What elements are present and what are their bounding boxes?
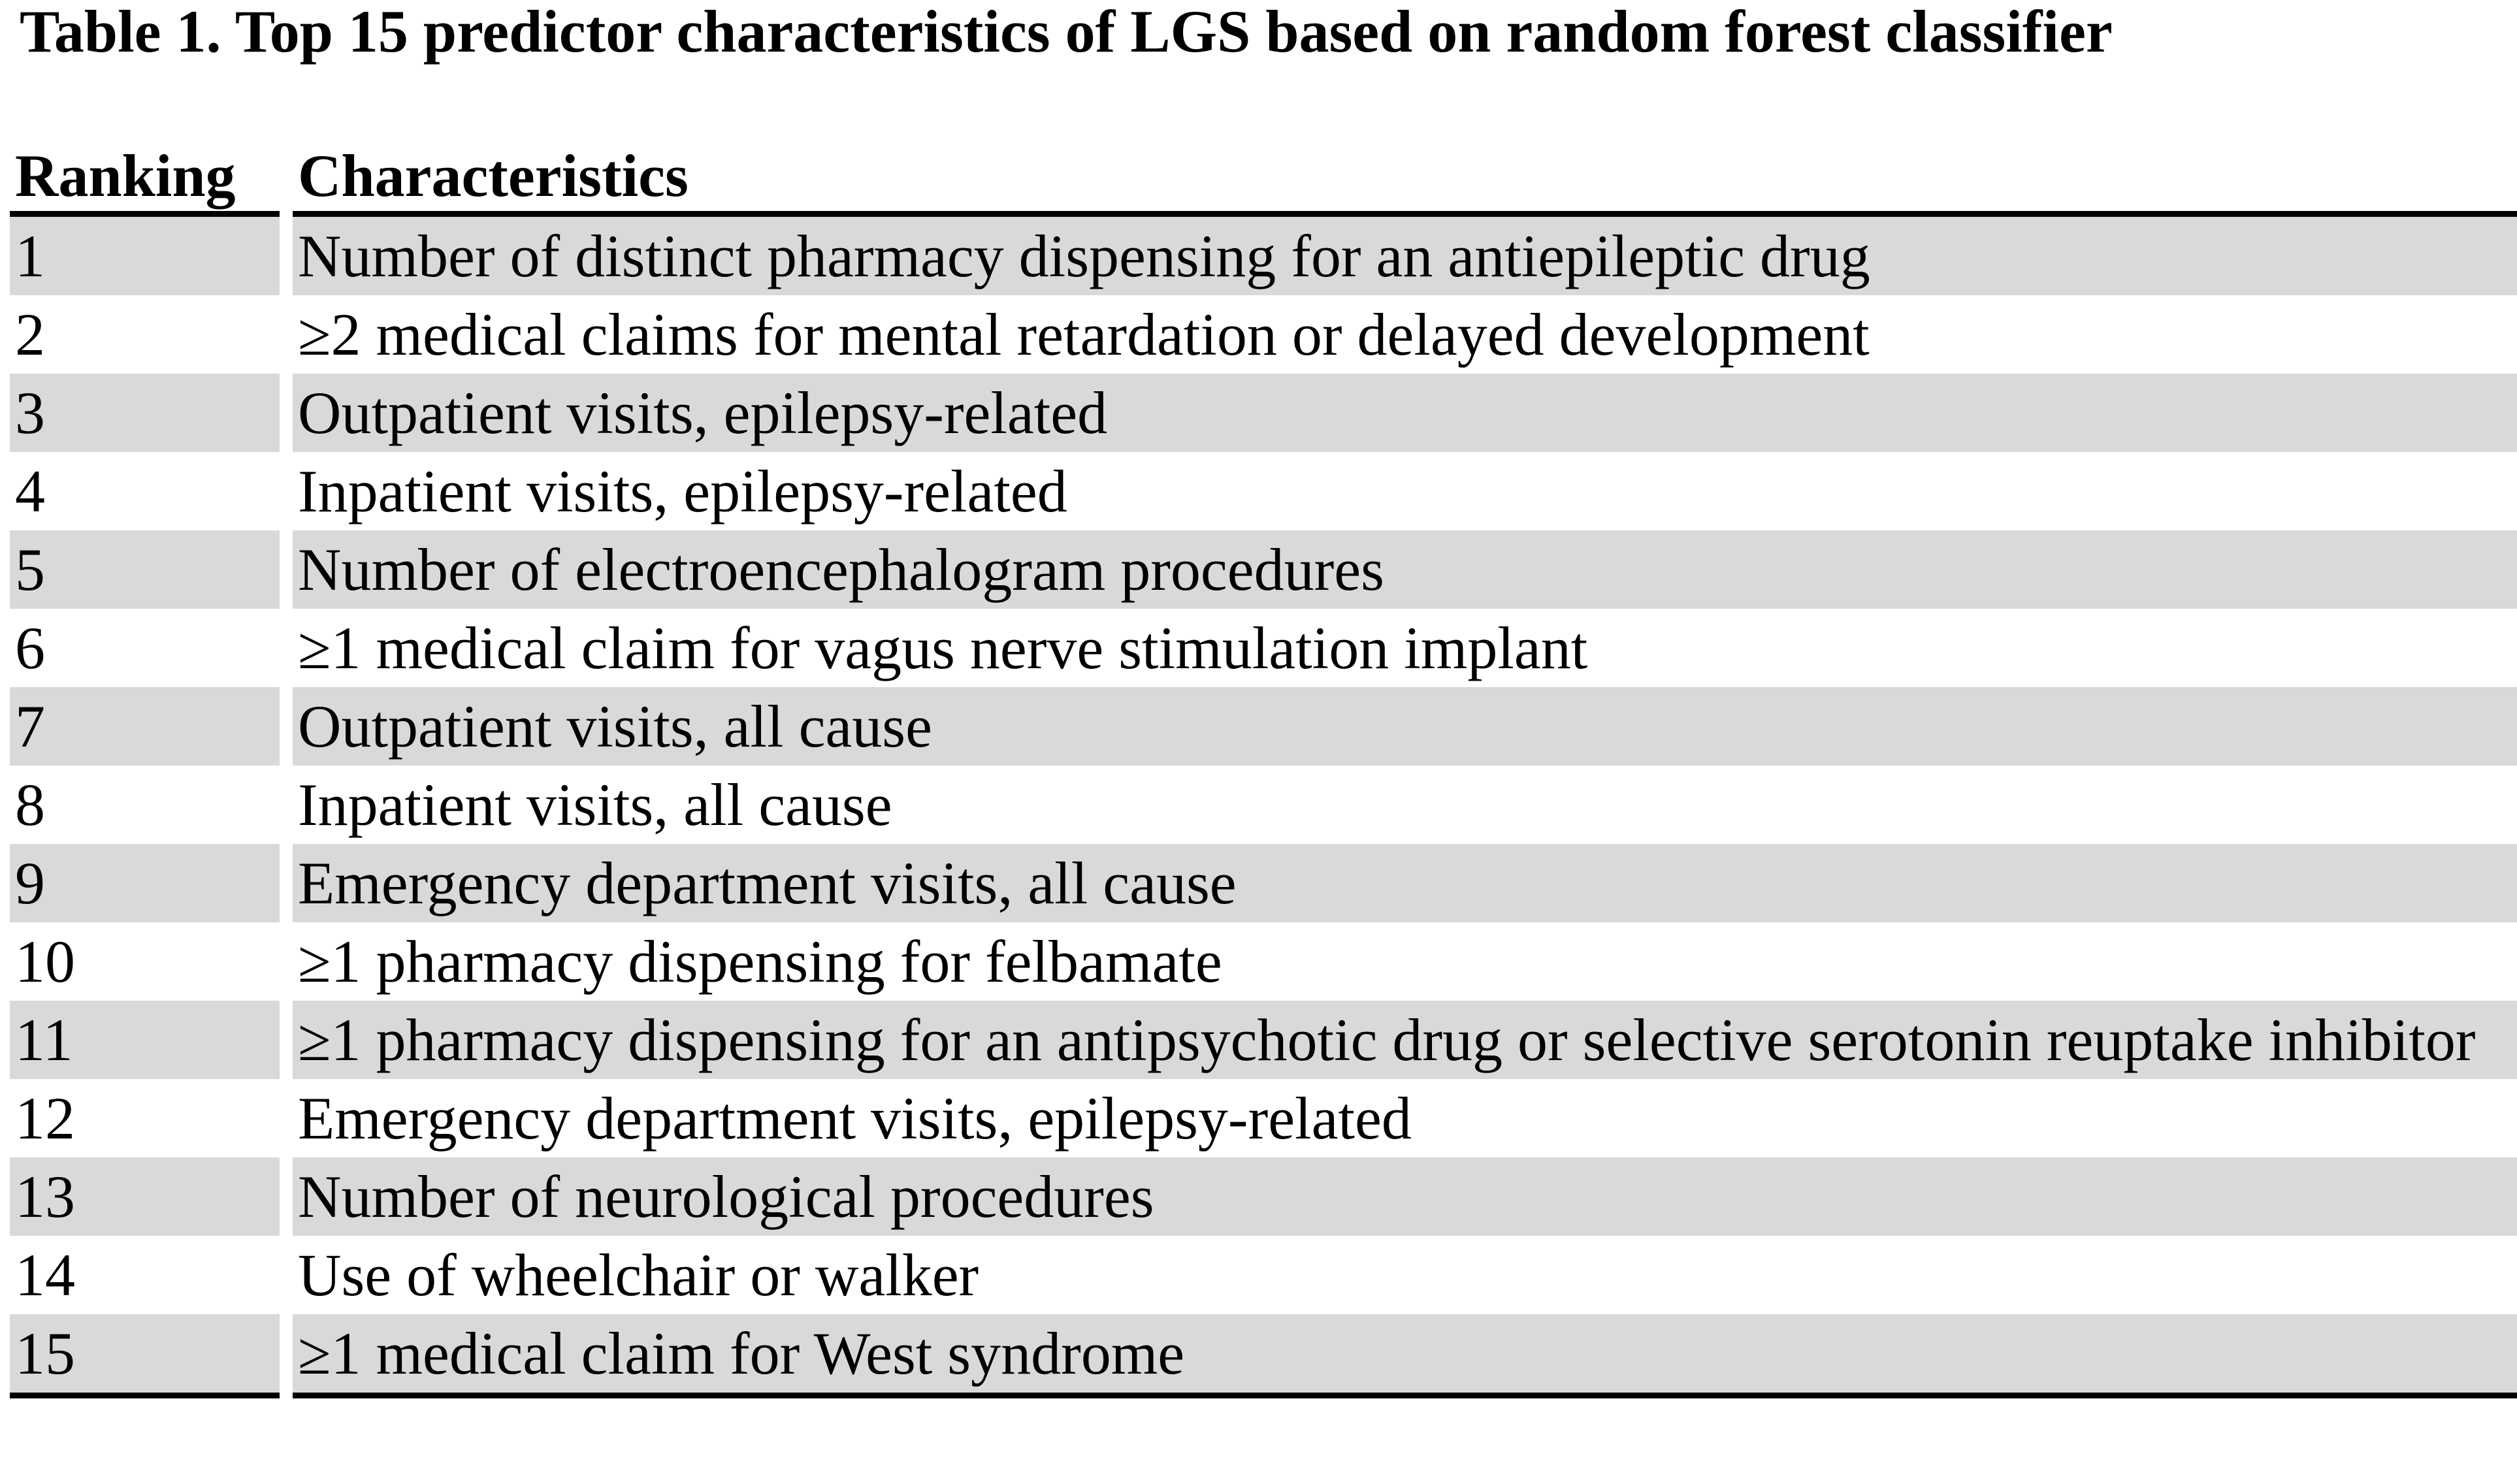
rank-cell: 12	[15, 1085, 75, 1152]
rank-cell: 5	[10, 530, 280, 609]
table-row: 1 Number of distinct pharmacy dispensing…	[10, 217, 2517, 295]
table-row: 8 Inpatient visits, all cause	[10, 766, 2517, 844]
table-row: 3 Outpatient visits, epilepsy-related	[10, 374, 2517, 452]
characteristic-cell: Emergency department visits, epilepsy-re…	[298, 1085, 1412, 1152]
characteristic-cell: Emergency department visits, all cause	[293, 844, 2517, 922]
header-row: Ranking Characteristics	[10, 140, 2517, 217]
rank-cell: 14	[15, 1242, 75, 1308]
table-row: 14 Use of wheelchair or walker	[10, 1236, 2517, 1314]
table-row: 9 Emergency department visits, all cause	[10, 844, 2517, 922]
table-row: 10 ≥1 pharmacy dispensing for felbamate	[10, 922, 2517, 1001]
table-row: 11 ≥1 pharmacy dispensing for an antipsy…	[10, 1001, 2517, 1079]
table-row: 13 Number of neurological procedures	[10, 1157, 2517, 1236]
rank-cell: 6	[15, 615, 45, 681]
rank-cell: 7	[10, 687, 280, 766]
characteristic-cell: Inpatient visits, epilepsy-related	[298, 458, 1067, 524]
characteristic-cell: Number of electroencephalogram procedure…	[293, 530, 2517, 609]
rank-cell: 3	[10, 374, 280, 452]
table-row: 4 Inpatient visits, epilepsy-related	[10, 452, 2517, 530]
characteristic-cell: Outpatient visits, epilepsy-related	[293, 374, 2517, 452]
characteristic-cell: Outpatient visits, all cause	[293, 687, 2517, 766]
table-row: 7 Outpatient visits, all cause	[10, 687, 2517, 766]
characteristic-cell: ≥1 pharmacy dispensing for an antipsycho…	[293, 1001, 2517, 1079]
characteristic-cell: Inpatient visits, all cause	[298, 771, 892, 838]
table-row: 15 ≥1 medical claim for West syndrome	[10, 1314, 2517, 1398]
characteristic-cell: Number of neurological procedures	[293, 1157, 2517, 1236]
characteristic-cell: ≥1 medical claim for West syndrome	[293, 1314, 2517, 1398]
rank-cell: 13	[10, 1157, 280, 1236]
characteristic-cell: ≥1 medical claim for vagus nerve stimula…	[298, 615, 1588, 681]
column-header-ranking: Ranking	[10, 140, 280, 217]
characteristic-cell: ≥1 pharmacy dispensing for felbamate	[298, 928, 1222, 995]
rank-cell: 10	[15, 928, 75, 995]
rank-cell: 2	[15, 301, 45, 368]
characteristic-cell: Use of wheelchair or walker	[298, 1242, 979, 1308]
predictor-table: Ranking Characteristics 1 Number of dist…	[0, 140, 2517, 1398]
column-header-characteristics: Characteristics	[293, 140, 2517, 217]
rank-cell: 11	[10, 1001, 280, 1079]
characteristic-cell: ≥2 medical claims for mental retardation…	[298, 301, 1870, 368]
rank-cell: 1	[10, 217, 280, 295]
table-row: 12 Emergency department visits, epilepsy…	[10, 1079, 2517, 1157]
table-row: 2 ≥2 medical claims for mental retardati…	[10, 295, 2517, 374]
rank-cell: 9	[10, 844, 280, 922]
table-row: 6 ≥1 medical claim for vagus nerve stimu…	[10, 609, 2517, 687]
rank-cell: 8	[15, 771, 45, 838]
characteristic-cell: Number of distinct pharmacy dispensing f…	[293, 217, 2517, 295]
rank-cell: 4	[15, 458, 45, 524]
table-row: 5 Number of electroencephalogram procedu…	[10, 530, 2517, 609]
table-title: Table 1. Top 15 predictor characteristic…	[20, 0, 2113, 65]
rank-cell: 15	[10, 1314, 280, 1398]
